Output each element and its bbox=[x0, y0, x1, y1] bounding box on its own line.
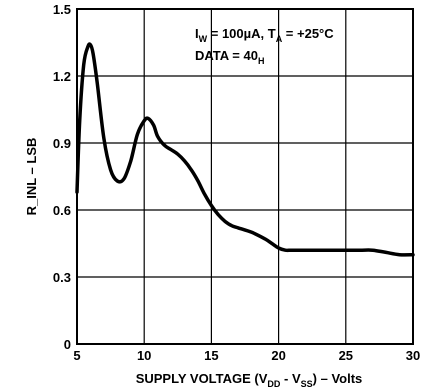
x-tick-label: 15 bbox=[204, 348, 218, 363]
condition-annotation: IW = 100µA, TA = +25°C bbox=[195, 26, 334, 44]
series-line bbox=[75, 42, 415, 257]
annotation-subscript: A bbox=[276, 34, 283, 44]
x-tick-label: 25 bbox=[339, 348, 353, 363]
x-axis-label-part: ) – Volts bbox=[313, 371, 363, 386]
y-axis-label: R_INL – LSB bbox=[24, 138, 39, 216]
y-tick-label: 0.3 bbox=[53, 270, 71, 285]
x-axis-label-subscript: SS bbox=[301, 379, 313, 389]
annotation-subscript: W bbox=[199, 34, 208, 44]
x-axis-label-part: - V bbox=[280, 371, 301, 386]
annotation-part: DATA = 40 bbox=[195, 48, 258, 63]
x-tick-label: 10 bbox=[137, 348, 151, 363]
annotation-part: = +25°C bbox=[282, 26, 334, 41]
data-annotation: DATA = 40H bbox=[195, 48, 264, 66]
x-tick-label: 30 bbox=[406, 348, 420, 363]
x-axis-label: SUPPLY VOLTAGE (VDD - VSS) – Volts bbox=[136, 371, 363, 389]
x-axis-label-part: SUPPLY VOLTAGE (V bbox=[136, 371, 268, 386]
annotation-subscript: H bbox=[258, 56, 265, 66]
x-axis-label-subscript: DD bbox=[267, 379, 280, 389]
annotation-part: I bbox=[195, 26, 199, 41]
annotation-part: = 100µA, T bbox=[207, 26, 276, 41]
x-tick-label: 20 bbox=[271, 348, 285, 363]
y-tick-label: 0 bbox=[64, 337, 71, 352]
y-tick-label: 1.2 bbox=[53, 69, 71, 84]
y-tick-label: 0.6 bbox=[53, 203, 71, 218]
y-tick-labels: 0 0.3 0.6 0.9 1.2 1.5 bbox=[53, 2, 71, 352]
y-tick-label: 0.9 bbox=[53, 136, 71, 151]
x-tick-label: 5 bbox=[73, 348, 80, 363]
x-tick-labels: 5 10 15 20 25 30 bbox=[73, 348, 420, 363]
y-tick-label: 1.5 bbox=[53, 2, 71, 17]
